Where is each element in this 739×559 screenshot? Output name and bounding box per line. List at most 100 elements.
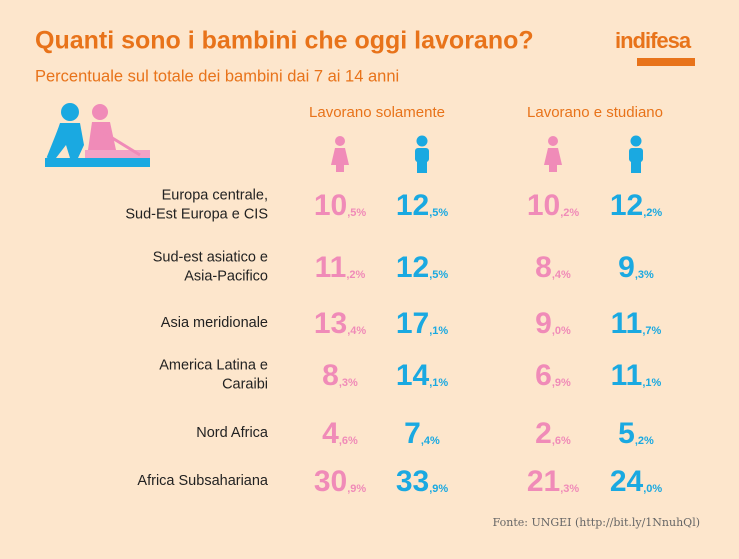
female-icon	[544, 136, 562, 172]
source: Fonte: UNGEI (http://bit.ly/1NnuhQl)	[493, 516, 700, 529]
icon-legs	[336, 165, 344, 172]
value-integer: 13	[314, 307, 347, 340]
value-integer: 5	[618, 417, 635, 450]
value-decimal: ,9%	[429, 483, 448, 495]
value-integer: 8	[322, 359, 339, 392]
value-decimal: ,4%	[347, 325, 366, 337]
value-integer: 21	[527, 465, 560, 498]
value-integer: 11	[611, 359, 643, 392]
value-decimal: ,3%	[560, 483, 579, 495]
value-integer: 7	[404, 417, 421, 450]
value: 14,1%	[396, 359, 449, 392]
value-decimal: ,1%	[429, 377, 448, 389]
row-label: Sud-Est Europa e CIS	[125, 206, 268, 222]
value: 10,5%	[314, 189, 367, 222]
icon-head	[548, 136, 558, 146]
male-icon	[415, 135, 429, 173]
value-integer: 11	[315, 251, 347, 284]
value-decimal: ,1%	[642, 377, 661, 389]
value-integer: 14	[396, 359, 430, 392]
value-decimal: ,2%	[346, 269, 365, 281]
value: 8,4%	[535, 251, 571, 284]
value-integer: 4	[322, 417, 339, 450]
value: 21,3%	[527, 465, 580, 498]
illustration	[45, 103, 150, 167]
value-integer: 9	[618, 251, 635, 284]
icon-body	[544, 148, 562, 165]
value-integer: 12	[396, 251, 429, 284]
column-header: Lavorano solamente	[309, 104, 445, 121]
row-label: Sud-est asiatico e	[153, 249, 268, 265]
value-decimal: ,4%	[421, 435, 440, 447]
value-decimal: ,5%	[429, 269, 448, 281]
icon-legs	[549, 165, 557, 172]
icon-legs	[417, 161, 427, 173]
value-decimal: ,2%	[560, 207, 579, 219]
subtitle: Percentuale sul totale dei bambini dai 7…	[35, 67, 399, 85]
value-integer: 30	[314, 465, 347, 498]
icon-body	[415, 148, 429, 162]
value-integer: 17	[396, 307, 429, 340]
value: 10,2%	[527, 189, 580, 222]
value-integer: 12	[396, 189, 429, 222]
row-label: Asia-Pacifico	[184, 268, 268, 284]
value-integer: 9	[535, 307, 552, 340]
icon-head	[630, 135, 642, 147]
value-integer: 10	[527, 189, 560, 222]
title: Quanti sono i bambini che oggi lavorano?	[35, 27, 534, 55]
icon-body	[331, 148, 349, 165]
column-header: Lavorano e studiano	[527, 104, 663, 121]
row-label: Africa Subsahariana	[137, 473, 269, 489]
value: 2,6%	[535, 417, 571, 450]
row-label: America Latina e	[159, 357, 268, 373]
value-decimal: ,0%	[643, 483, 662, 495]
male-icon	[629, 135, 643, 173]
value-decimal: ,7%	[642, 325, 661, 337]
value-integer: 33	[396, 465, 429, 498]
value-decimal: ,6%	[552, 435, 571, 447]
value: 11,1%	[611, 359, 662, 392]
value-integer: 12	[610, 189, 643, 222]
value-integer: 6	[535, 359, 552, 392]
value-integer: 10	[314, 189, 347, 222]
value-integer: 11	[611, 307, 643, 340]
value-decimal: ,1%	[429, 325, 448, 337]
value: 7,4%	[404, 417, 440, 450]
value: 12,5%	[396, 189, 449, 222]
female-icon	[331, 136, 349, 172]
value-decimal: ,5%	[429, 207, 448, 219]
logo: indifesa	[615, 28, 692, 53]
icon-legs	[631, 161, 641, 173]
value: 5,2%	[618, 417, 654, 450]
value-decimal: ,0%	[552, 325, 571, 337]
value: 11,2%	[315, 251, 366, 284]
value: 24,0%	[610, 465, 663, 498]
value: 12,2%	[610, 189, 663, 222]
value: 9,3%	[618, 251, 654, 284]
value: 11,7%	[611, 307, 662, 340]
icon-head	[335, 136, 345, 146]
value-decimal: ,3%	[635, 269, 654, 281]
value-decimal: ,3%	[339, 377, 358, 389]
value: 17,1%	[396, 307, 449, 340]
row-label: Europa centrale,	[162, 187, 268, 203]
row-label: Asia meridionale	[161, 315, 268, 331]
value-decimal: ,6%	[339, 435, 358, 447]
value-decimal: ,9%	[347, 483, 366, 495]
value-decimal: ,2%	[635, 435, 654, 447]
icon-head	[416, 135, 428, 147]
value-decimal: ,9%	[552, 377, 571, 389]
value-integer: 24	[610, 465, 644, 498]
value: 13,4%	[314, 307, 367, 340]
logo-bar	[637, 58, 695, 66]
value: 4,6%	[322, 417, 358, 450]
value: 8,3%	[322, 359, 358, 392]
value: 33,9%	[396, 465, 449, 498]
value-decimal: ,2%	[643, 207, 662, 219]
value-decimal: ,5%	[347, 207, 366, 219]
value-decimal: ,4%	[552, 269, 571, 281]
row-label: Nord Africa	[196, 425, 269, 441]
value: 6,9%	[535, 359, 571, 392]
